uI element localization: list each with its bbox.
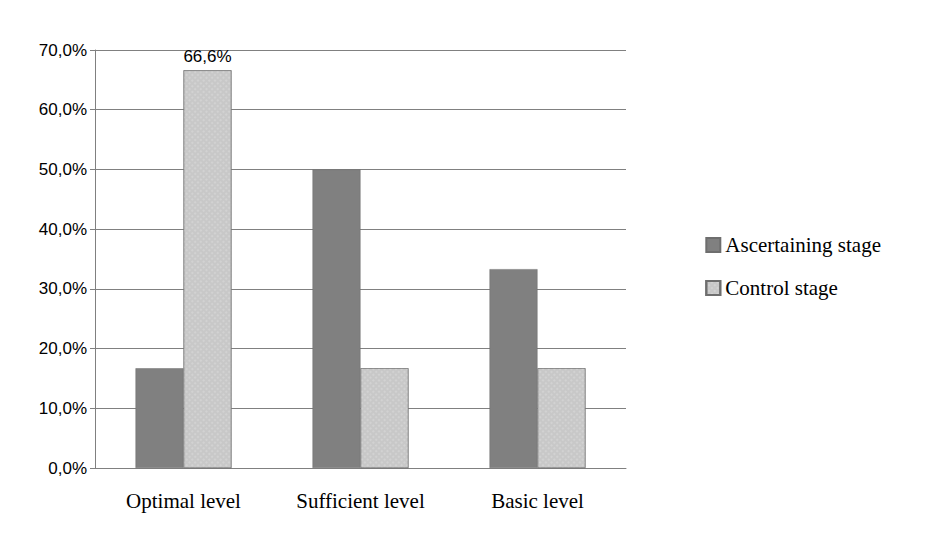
svg-text:20,0%: 20,0%: [39, 339, 87, 358]
svg-text:66,6%: 66,6%: [183, 47, 231, 66]
svg-text:Sufficient level: Sufficient level: [296, 489, 425, 513]
svg-text:60,0%: 60,0%: [39, 100, 87, 119]
svg-text:10,0%: 10,0%: [39, 399, 87, 418]
svg-text:Control stage: Control stage: [725, 276, 838, 300]
svg-text:30,0%: 30,0%: [39, 279, 87, 298]
svg-text:70,0%: 70,0%: [39, 41, 87, 60]
svg-text:Basic level: Basic level: [491, 489, 584, 513]
svg-text:Optimal level: Optimal level: [126, 489, 241, 513]
svg-text:0,0%: 0,0%: [48, 459, 87, 478]
svg-text:40,0%: 40,0%: [39, 220, 87, 239]
svg-text:Ascertaining stage: Ascertaining stage: [725, 233, 881, 257]
svg-text:50,0%: 50,0%: [39, 160, 87, 179]
